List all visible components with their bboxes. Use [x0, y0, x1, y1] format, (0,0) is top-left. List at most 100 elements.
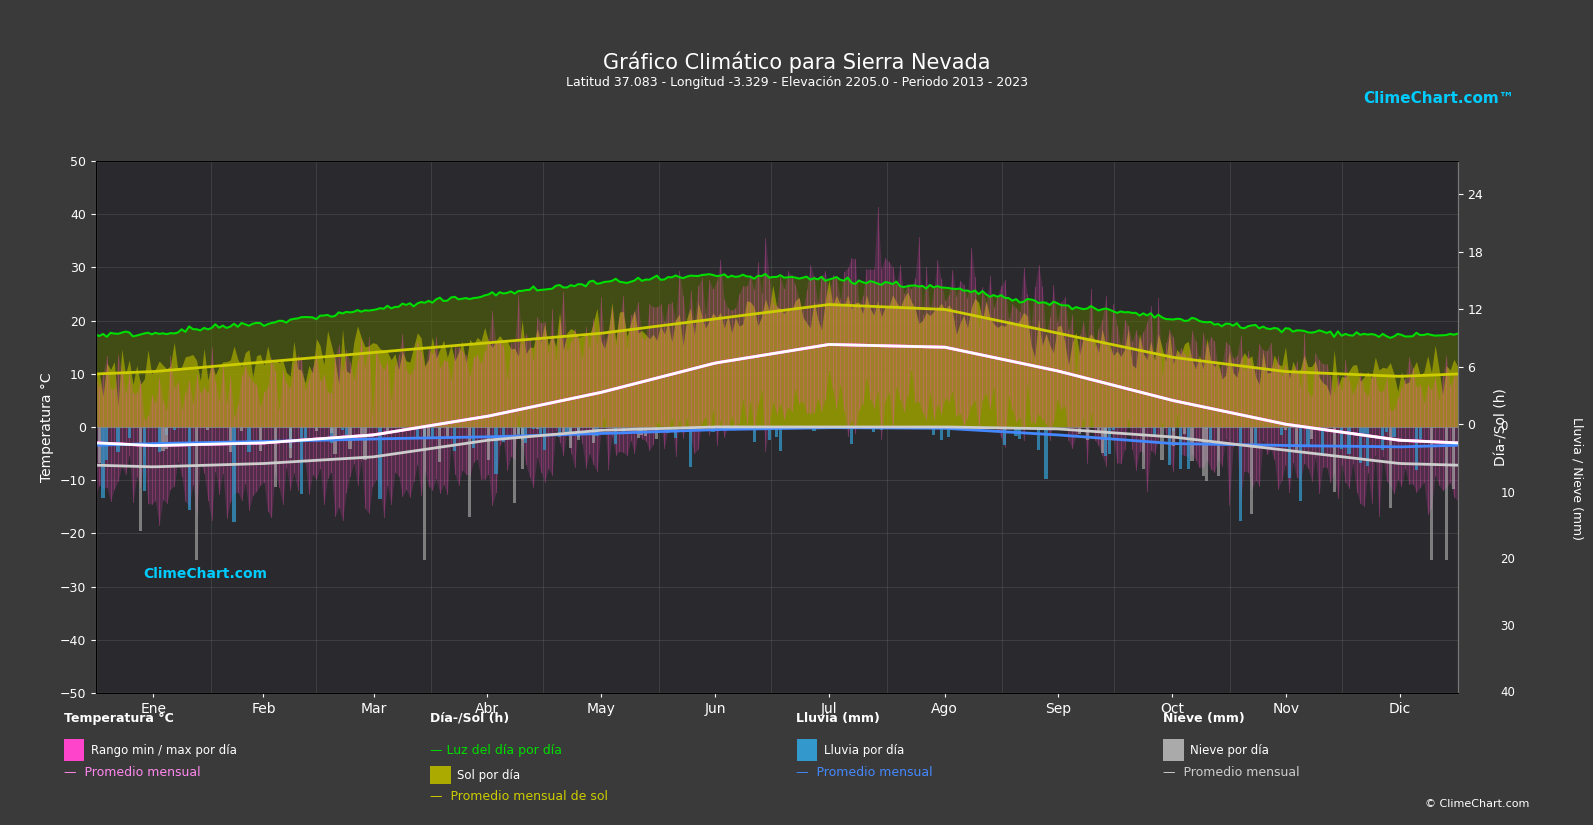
Bar — [812, 427, 816, 431]
Text: Gráfico Climático para Sierra Nevada: Gráfico Climático para Sierra Nevada — [602, 51, 991, 73]
Bar — [1295, 427, 1298, 453]
Bar — [386, 427, 389, 431]
Bar — [1179, 427, 1182, 469]
Bar — [513, 427, 516, 503]
Bar — [674, 427, 677, 438]
Bar — [274, 427, 277, 488]
Bar — [1431, 427, 1434, 428]
Text: Lluvia por día: Lluvia por día — [824, 744, 903, 757]
Bar — [1015, 427, 1018, 436]
Bar — [1381, 427, 1384, 450]
Bar — [304, 427, 307, 440]
Bar — [472, 427, 475, 448]
Y-axis label: Temperatura °C: Temperatura °C — [40, 372, 54, 482]
Bar — [1281, 427, 1284, 435]
Bar — [116, 427, 119, 452]
Bar — [1098, 427, 1101, 433]
Bar — [288, 427, 292, 458]
Bar — [1332, 427, 1335, 492]
Bar — [172, 427, 175, 430]
Bar — [288, 427, 292, 449]
Bar — [1321, 427, 1324, 456]
Bar — [637, 427, 640, 438]
Bar — [487, 427, 491, 460]
Text: Nieve (mm): Nieve (mm) — [1163, 712, 1244, 725]
Text: ClimeChart.com™: ClimeChart.com™ — [1364, 91, 1515, 106]
Bar — [940, 427, 943, 440]
Bar — [712, 427, 715, 432]
Bar — [827, 427, 830, 429]
Bar — [688, 427, 691, 467]
Bar — [655, 427, 658, 439]
Bar — [577, 427, 580, 441]
Bar — [615, 427, 616, 445]
Bar — [1206, 427, 1209, 481]
Bar — [1254, 427, 1257, 448]
Bar — [596, 427, 599, 436]
Bar — [562, 427, 566, 432]
Bar — [1239, 427, 1243, 521]
Bar — [873, 427, 876, 432]
Bar — [349, 427, 352, 449]
Bar — [540, 427, 543, 435]
Bar — [427, 427, 430, 438]
Bar — [127, 427, 131, 438]
Bar — [299, 427, 303, 494]
Bar — [1209, 427, 1212, 442]
Bar — [779, 427, 782, 451]
Bar — [161, 427, 164, 451]
Bar — [416, 427, 419, 438]
Bar — [1367, 427, 1370, 466]
Bar — [424, 427, 427, 560]
Bar — [1348, 427, 1351, 455]
Bar — [413, 427, 416, 430]
Bar — [1431, 427, 1434, 560]
Bar — [241, 427, 244, 431]
Bar — [188, 427, 191, 511]
Bar — [158, 427, 161, 452]
Bar — [527, 427, 530, 428]
Bar — [591, 427, 594, 443]
Bar — [1104, 427, 1107, 455]
Bar — [315, 427, 319, 431]
Bar — [166, 427, 169, 435]
Bar — [468, 427, 472, 517]
Text: 0: 0 — [1501, 421, 1509, 433]
Bar — [1359, 427, 1362, 463]
Text: Temperatura °C: Temperatura °C — [64, 712, 174, 725]
Bar — [438, 427, 441, 462]
Text: — Luz del día por día: — Luz del día por día — [430, 744, 562, 757]
Bar — [970, 427, 973, 428]
Bar — [1168, 427, 1171, 465]
Bar — [1287, 427, 1290, 478]
Bar — [516, 427, 519, 434]
Bar — [1104, 427, 1107, 441]
Bar — [1217, 427, 1220, 476]
Text: ClimeChart.com: ClimeChart.com — [143, 567, 268, 581]
Bar — [948, 427, 951, 437]
Bar — [1362, 427, 1365, 436]
Bar — [521, 427, 524, 440]
Bar — [543, 427, 546, 450]
Text: —  Promedio mensual: — Promedio mensual — [1163, 766, 1300, 779]
Bar — [1018, 427, 1021, 439]
Bar — [1284, 427, 1287, 431]
Bar — [1171, 427, 1174, 431]
Bar — [959, 427, 962, 430]
Bar — [1112, 427, 1115, 431]
Text: Rango min / max por día: Rango min / max por día — [91, 744, 237, 757]
Bar — [401, 427, 405, 428]
Bar — [1392, 427, 1395, 436]
Bar — [105, 427, 108, 460]
Bar — [97, 427, 100, 463]
Bar — [1045, 427, 1048, 479]
Bar — [524, 427, 527, 443]
Bar — [360, 427, 363, 439]
Bar — [640, 427, 644, 435]
Bar — [446, 427, 449, 438]
Bar — [330, 427, 333, 433]
Bar — [1206, 427, 1209, 429]
Bar — [640, 427, 644, 432]
Bar — [139, 427, 142, 531]
Bar — [1415, 427, 1418, 469]
